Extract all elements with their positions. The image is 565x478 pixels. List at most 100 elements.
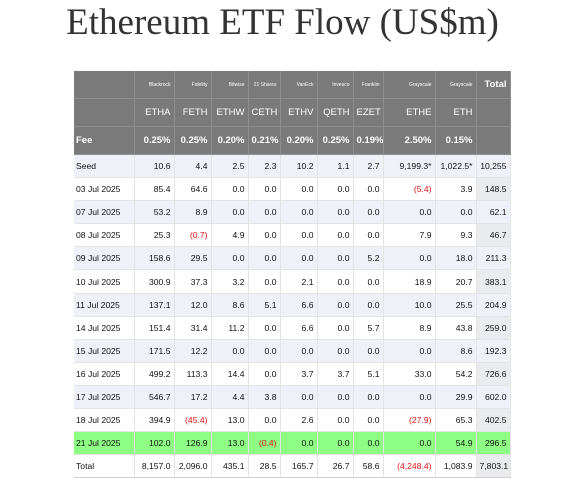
total-cell: 296.5	[476, 431, 511, 456]
flow-cell: 0.0	[383, 200, 436, 225]
flow-cell: 5.1	[353, 362, 384, 386]
flow-cell: 1.1	[317, 154, 354, 179]
ticker-header-row-cell	[74, 98, 135, 127]
row-label: 08 Jul 2025	[74, 223, 135, 248]
row-label: 07 Jul 2025	[74, 200, 135, 225]
flow-cell: 0.0	[353, 339, 384, 363]
issuer-header-row-cell: Invesco	[317, 71, 354, 99]
flow-cell: 0.0	[248, 316, 281, 340]
flow-cell: 0.0	[280, 246, 318, 271]
issuer-header-row-cell: VanEck	[280, 71, 318, 99]
flow-cell: 2,096.0	[174, 454, 212, 478]
total-cell: 402.5	[476, 408, 511, 433]
flow-cell: 10.6	[134, 154, 175, 179]
flow-cell: 9.3	[435, 223, 477, 248]
flow-cell: 0.0	[317, 223, 354, 248]
flow-cell: 85.4	[134, 177, 175, 202]
flow-cell: 0.0	[435, 200, 477, 225]
fee-header-row-cell: 0.21%	[248, 126, 281, 155]
flow-cell: 29.5	[174, 246, 212, 271]
row-label: 03 Jul 2025	[74, 177, 135, 202]
flow-cell: 171.5	[134, 339, 175, 363]
table-row-18-jul-2025: 18 Jul 2025 394.9 (45.4) 13.0 0.0 2.6 0.0 0.0 (2…	[74, 408, 511, 433]
issuer-header-row: Blackrock Fidelity Bitwise 21 Shares VanEck I…	[74, 71, 511, 99]
flow-cell: 0.0	[353, 177, 384, 202]
table-row-14-jul-2025: 14 Jul 2025 151.4 31.4 11.2 0.0 6.6 0.0 5.7 8.9 4…	[74, 316, 511, 340]
issuer-header-row-cell	[74, 71, 135, 99]
flow-cell: 1,083.9	[435, 454, 477, 478]
flow-cell: 3.9	[435, 177, 477, 202]
flow-cell: 0.0	[317, 339, 354, 363]
flow-cell: 10.2	[280, 154, 318, 179]
fee-header-row-cell: 0.15%	[435, 126, 477, 155]
flow-cell: 10.0	[383, 293, 436, 317]
total-cell: 10,255	[476, 154, 511, 179]
flow-cell: 0.0	[280, 177, 318, 202]
flow-cell: 5.7	[353, 316, 384, 340]
flow-cell: 0.0	[383, 385, 436, 410]
ticker-header-row-cell: ETHE	[383, 98, 436, 127]
row-label: 16 Jul 2025	[74, 362, 135, 386]
row-label: 18 Jul 2025	[74, 408, 135, 433]
flow-cell: 0.0	[248, 269, 281, 294]
table-row-03-jul-2025: 03 Jul 2025 85.4 64.6 0.0 0.0 0.0 0.0 0.0 (5.4) 3…	[74, 177, 511, 202]
flow-cell: 17.2	[174, 385, 212, 410]
ticker-header-row-cell: FETH	[174, 98, 212, 127]
flow-cell: 0.0	[248, 408, 281, 433]
fee-header-row-cell: 0.25%	[317, 126, 354, 155]
page-title: Ethereum ETF Flow (US$m)	[66, 2, 499, 43]
flow-cell: (45.4)	[174, 408, 212, 433]
flow-cell: 0.0	[280, 431, 318, 456]
flow-cell: 0.0	[248, 223, 281, 248]
flow-cell: 137.1	[134, 293, 175, 317]
flow-cell: 18.0	[435, 246, 477, 271]
flow-cell: 8.6	[435, 339, 477, 363]
flow-cell: 2.6	[280, 408, 318, 433]
issuer-header-row-cell: Total	[476, 71, 511, 99]
issuer-header-row-cell: Fidelity	[174, 71, 212, 99]
flow-cell: 0.0	[280, 385, 318, 410]
table-row-15-jul-2025: 15 Jul 2025 171.5 12.2 0.0 0.0 0.0 0.0 0.0 0.0 8.…	[74, 339, 511, 363]
flow-cell: 394.9	[134, 408, 175, 433]
fee-header-row-cell: 0.19%	[353, 126, 384, 155]
flow-cell: 25.3	[134, 223, 175, 248]
flow-cell: 11.2	[211, 316, 249, 340]
flow-cell: 0.0	[248, 177, 281, 202]
flow-cell: 0.0	[383, 246, 436, 271]
flow-cell: 29.9	[435, 385, 477, 410]
flow-cell: 0.0	[248, 339, 281, 363]
table-row-21-jul-2025: 21 Jul 2025 102.0 126.9 13.0 (0.4) 0.0 0.0 0.0 0…	[74, 431, 511, 456]
fee-header-row-cell: 2.50%	[383, 126, 436, 155]
flow-cell: (5.4)	[383, 177, 436, 202]
table-row-11-jul-2025: 11 Jul 2025 137.1 12.0 8.6 5.1 6.6 0.0 0.0 10.0 2…	[74, 293, 511, 317]
row-label: Seed	[74, 154, 135, 179]
total-cell: 602.0	[476, 385, 511, 410]
ticker-header-row-cell: EZET	[353, 98, 384, 127]
flow-cell: 0.0	[317, 408, 354, 433]
row-label: 10 Jul 2025	[74, 269, 135, 294]
table-row-08-jul-2025: 08 Jul 2025 25.3 (0.7) 4.9 0.0 0.0 0.0 0.0 7.9 9.…	[74, 223, 511, 248]
flow-cell: 300.9	[134, 269, 175, 294]
flow-cell: 0.0	[317, 293, 354, 317]
flow-cell: (27.9)	[383, 408, 436, 433]
flow-cell: 20.7	[435, 269, 477, 294]
flow-cell: 28.5	[248, 454, 281, 478]
issuer-header-row-cell: Bitwise	[211, 71, 249, 99]
flow-cell: 8.9	[174, 200, 212, 225]
row-label: 11 Jul 2025	[74, 293, 135, 317]
fee-header-row-cell: 0.20%	[280, 126, 318, 155]
ticker-header-row-cell: ETHA	[134, 98, 175, 127]
flow-cell: 0.0	[248, 246, 281, 271]
flow-cell: 9,199.3*	[383, 154, 436, 179]
flow-cell: 6.6	[280, 316, 318, 340]
flow-cell: 158.6	[134, 246, 175, 271]
flow-cell: 53.2	[134, 200, 175, 225]
flow-cell: 2.7	[353, 154, 384, 179]
flow-cell: 65.3	[435, 408, 477, 433]
flow-cell: 0.0	[353, 385, 384, 410]
flow-cell: (4,248.4)	[383, 454, 436, 478]
flow-cell: 14.4	[211, 362, 249, 386]
flow-cell: 1,022.5*	[435, 154, 477, 179]
flow-cell: 4.4	[211, 385, 249, 410]
flow-cell: 0.0	[353, 269, 384, 294]
